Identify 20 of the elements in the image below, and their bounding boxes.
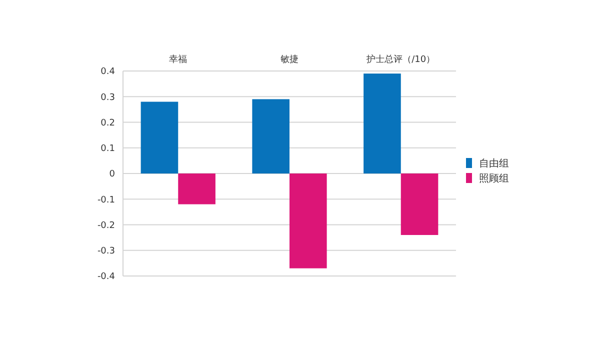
legend-label: 自由组: [479, 158, 509, 170]
y-tick-label: 0.3: [100, 92, 115, 103]
y-tick-label: -0.2: [97, 220, 115, 231]
y-tick-label: 0.4: [100, 67, 116, 78]
bar: [364, 74, 401, 174]
bar: [252, 99, 290, 174]
bar: [140, 102, 178, 174]
bar: [290, 174, 327, 268]
x-tick-label: 护士总评（/10）: [366, 54, 436, 65]
y-tick-label: 0.2: [100, 118, 115, 128]
legend-label: 照顾组: [479, 172, 509, 184]
bar: [178, 174, 216, 204]
y-tick-label: 0: [109, 170, 116, 180]
y-tick-label: -0.1: [97, 195, 115, 206]
x-tick-label: 敏捷: [280, 54, 298, 65]
bar: [400, 174, 438, 235]
y-tick-label: -0.3: [97, 246, 115, 257]
y-tick-label: 0.1: [100, 144, 115, 154]
y-tick-label: -0.4: [97, 272, 116, 282]
x-tick-label: 幸福: [169, 54, 188, 65]
